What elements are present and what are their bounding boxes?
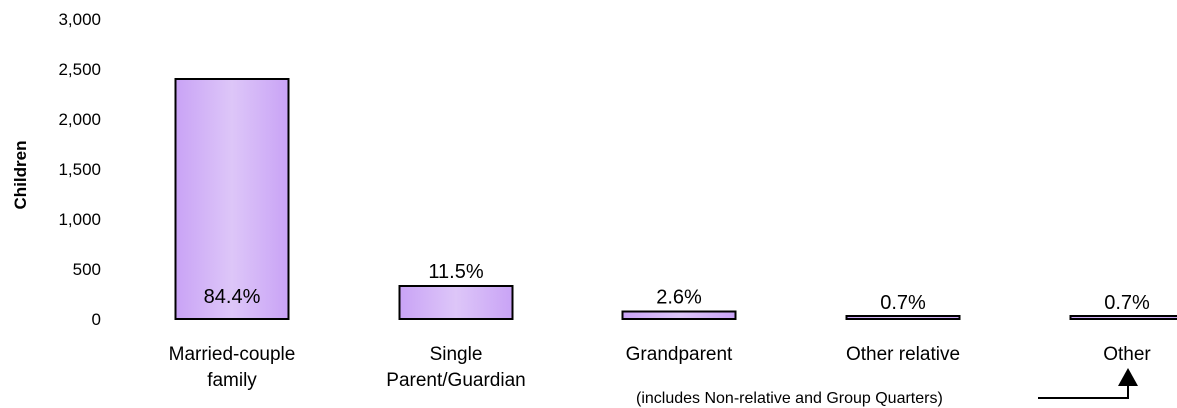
y-tick-label: 2,000 [58, 110, 101, 129]
data-label: 0.7% [1104, 292, 1150, 314]
data-label: 0.7% [880, 292, 926, 314]
y-axis-title: Children [11, 141, 30, 210]
data-label: 11.5% [428, 261, 483, 283]
y-tick-label: 1,000 [58, 210, 101, 229]
data-labels: 84.4% 11.5% 2.6% 0.7% 0.7% [204, 261, 1150, 314]
category-label: Married-couple family [169, 344, 296, 391]
category-label: Single Parent/Guardian [386, 344, 525, 391]
annotation-arrow-head [1118, 368, 1138, 386]
bar [1069, 315, 1177, 320]
y-tick-label: 3,000 [58, 10, 101, 29]
bar [174, 78, 290, 320]
y-tick-label: 500 [73, 260, 101, 279]
category-labels: Married-couple family Single Parent/Guardia… [169, 344, 1152, 391]
y-tick-label: 2,500 [58, 60, 101, 79]
category-label: Grandparent [626, 344, 733, 365]
y-axis-ticks: 3,000 2,500 2,000 1,500 1,000 500 0 [58, 10, 101, 329]
y-tick-label: 0 [92, 310, 101, 329]
annotation-text: (includes Non-relative and Group Quarter… [636, 390, 943, 407]
annotation-arrow-line [1038, 385, 1129, 399]
y-tick-label: 1,500 [58, 160, 101, 179]
category-label: Other [1103, 344, 1151, 365]
bar [845, 315, 961, 320]
bar [621, 310, 737, 320]
data-label: 84.4% [204, 286, 261, 308]
data-label: 2.6% [656, 287, 702, 309]
bars [174, 78, 1177, 320]
category-label: Other relative [846, 344, 960, 365]
annotation: (includes Non-relative and Group Quarter… [636, 368, 1138, 407]
bar [398, 285, 514, 320]
